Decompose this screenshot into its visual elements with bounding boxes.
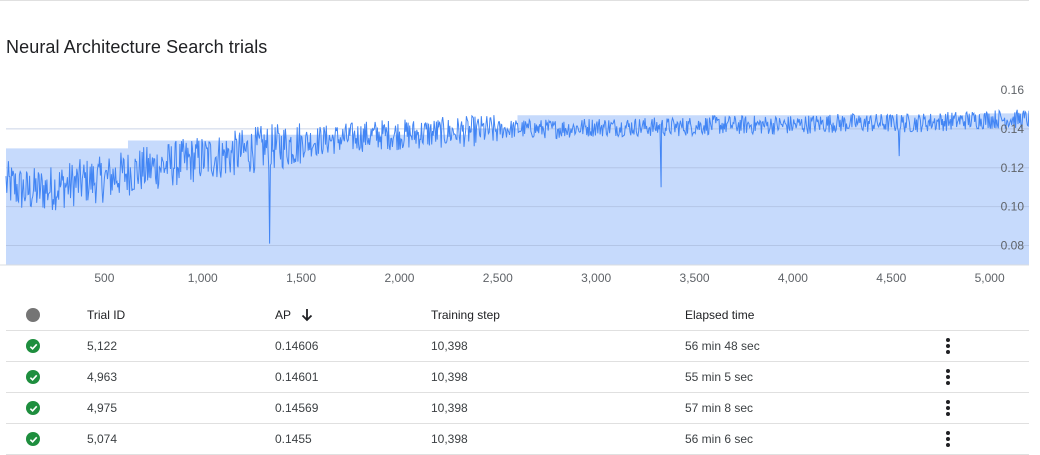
training-step-column-header[interactable]: Training step — [431, 308, 500, 322]
x-tick-label: 500 — [94, 271, 114, 285]
x-tick-label: 4,000 — [778, 271, 808, 285]
y-tick-label: 0.14 — [1001, 122, 1025, 136]
more-vert-icon[interactable] — [946, 369, 950, 385]
elapsed-time-column-header[interactable]: Elapsed time — [685, 308, 755, 322]
x-tick-label: 2,500 — [483, 271, 513, 285]
y-tick-label: 0.16 — [1001, 83, 1025, 97]
x-tick-label: 1,000 — [188, 271, 218, 285]
trial-series-line — [5, 109, 1029, 244]
row-menu-cell — [940, 362, 956, 392]
status-column-header — [23, 300, 43, 330]
page-title: Neural Architecture Search trials — [6, 37, 268, 57]
trial-id-column-header[interactable]: Trial ID — [87, 308, 126, 322]
trials-chart[interactable]: 0.08 0.10 0.12 0.14 0.16 500 1,000 1,500 2,000 2,… — [0, 80, 1029, 290]
trial-id-cell: 4,975 — [87, 401, 118, 415]
more-vert-icon[interactable] — [946, 400, 950, 416]
ap-column-header[interactable]: AP — [275, 300, 313, 330]
elapsed-time-cell: 55 min 5 sec — [685, 370, 754, 384]
elapsed-time-cell: 56 min 6 sec — [685, 432, 754, 446]
ap-header-label: AP — [275, 308, 292, 322]
y-tick-label: 0.08 — [1001, 239, 1025, 253]
trial-id-cell: 4,963 — [87, 370, 118, 384]
status-cell — [23, 331, 43, 361]
check-circle-icon — [26, 401, 40, 415]
check-circle-icon — [26, 370, 40, 384]
check-circle-icon — [26, 339, 40, 353]
status-cell — [23, 362, 43, 392]
arrow-down-icon[interactable] — [301, 308, 313, 322]
check-circle-icon — [26, 432, 40, 446]
best-so-far-area — [6, 113, 1029, 265]
ap-cell: 0.14569 — [275, 401, 319, 415]
status-dot-icon — [26, 308, 40, 322]
table-row[interactable]: 4,963 0.14601 10,398 55 min 5 sec — [6, 362, 1029, 393]
table-row[interactable]: 5,074 0.1455 10,398 56 min 6 sec — [6, 424, 1029, 455]
trials-table: Trial ID AP Training step Elapsed time 5… — [6, 300, 1029, 455]
y-tick-label: 0.10 — [1001, 200, 1025, 214]
x-tick-label: 1,500 — [286, 271, 316, 285]
table-row[interactable]: 5,122 0.14606 10,398 56 min 48 sec — [6, 331, 1029, 362]
elapsed-time-cell: 57 min 8 sec — [685, 401, 754, 415]
training-step-cell: 10,398 — [431, 401, 468, 415]
training-step-cell: 10,398 — [431, 370, 468, 384]
status-cell — [23, 424, 43, 454]
trial-id-cell: 5,074 — [87, 432, 118, 446]
x-tick-label: 5,000 — [975, 271, 1005, 285]
x-tick-label: 2,000 — [384, 271, 414, 285]
y-tick-label: 0.12 — [1001, 161, 1025, 175]
row-menu-cell — [940, 424, 956, 454]
ap-cell: 0.14606 — [275, 339, 319, 353]
table-header-row: Trial ID AP Training step Elapsed time — [6, 300, 1029, 331]
training-step-cell: 10,398 — [431, 339, 468, 353]
status-cell — [23, 393, 43, 423]
table-body: 5,122 0.14606 10,398 56 min 48 sec 4,963 0.14… — [6, 331, 1029, 455]
more-vert-icon[interactable] — [946, 338, 950, 354]
more-vert-icon[interactable] — [946, 431, 950, 447]
trial-id-cell: 5,122 — [87, 339, 118, 353]
ap-cell: 0.14601 — [275, 370, 319, 384]
table-row[interactable]: 4,975 0.14569 10,398 57 min 8 sec — [6, 393, 1029, 424]
x-tick-label: 4,500 — [876, 271, 906, 285]
x-tick-label: 3,500 — [680, 271, 710, 285]
row-menu-cell — [940, 393, 956, 423]
top-divider — [0, 0, 1029, 1]
elapsed-time-cell: 56 min 48 sec — [685, 339, 760, 353]
ap-cell: 0.1455 — [275, 432, 312, 446]
x-tick-label: 3,000 — [581, 271, 611, 285]
training-step-cell: 10,398 — [431, 432, 468, 446]
row-menu-cell — [940, 331, 956, 361]
